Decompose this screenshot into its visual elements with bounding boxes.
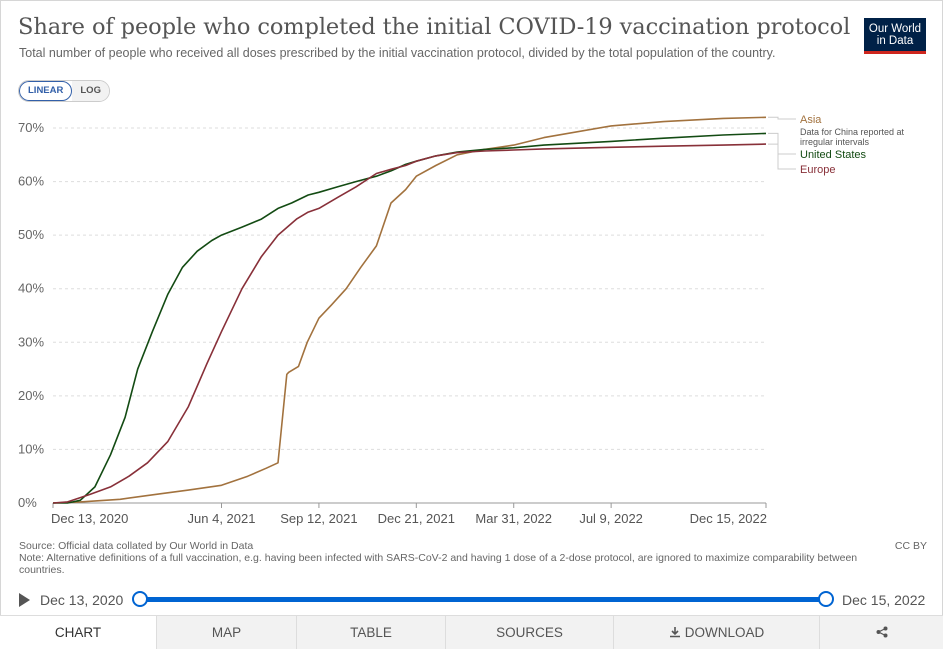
legend-connector: [768, 116, 796, 120]
line-chart: 0% 10% 20% 30% 40% 50% 60% 70% Dec 13, 2020 Jun …: [18, 114, 905, 526]
x-axis: Dec 13, 2020 Jun 4, 2021 Sep 12, 2021 Dec 2…: [51, 502, 767, 526]
legend-label: Asia: [800, 114, 822, 126]
tab-download[interactable]: DOWNLOAD: [614, 616, 820, 649]
log-scale-button[interactable]: LOG: [72, 81, 109, 101]
tab-chart[interactable]: CHART: [0, 616, 157, 649]
tab-map[interactable]: MAP: [157, 616, 297, 649]
download-icon: [669, 617, 681, 650]
x-tick-label: Jul 9, 2022: [579, 511, 643, 526]
owid-logo[interactable]: Our World in Data: [864, 18, 926, 54]
x-tick-label: Dec 13, 2020: [51, 511, 128, 526]
legend-connector: [768, 143, 796, 170]
chart-subtitle: Total number of people who received all …: [19, 46, 776, 60]
legend-label: United States: [800, 149, 867, 161]
note-text: Note: Alternative definitions of a full …: [19, 552, 858, 576]
timeline-track[interactable]: [139, 597, 826, 602]
series-line: [52, 116, 767, 504]
logo-line-2: in Data: [876, 35, 914, 47]
y-tick-label: 0%: [18, 495, 37, 510]
timeline: Dec 13, 2020 Dec 15, 2022: [0, 588, 943, 612]
share-icon: [876, 617, 888, 650]
x-tick-label: Dec 21, 2021: [378, 511, 455, 526]
y-tick-label: 10%: [18, 441, 44, 456]
y-tick-label: 20%: [18, 388, 44, 403]
y-tick-label: 60%: [18, 174, 44, 189]
series-line: [52, 143, 767, 504]
y-tick-label: 50%: [18, 227, 44, 242]
license-link[interactable]: CC BY: [894, 540, 927, 552]
y-axis-ticks: 0% 10% 20% 30% 40% 50% 60% 70%: [18, 120, 44, 510]
y-tick-label: 40%: [18, 281, 44, 296]
tab-sources[interactable]: SOURCES: [446, 616, 614, 649]
timeline-start-label: Dec 13, 2020: [40, 592, 124, 608]
x-tick-label: Jun 4, 2021: [188, 511, 256, 526]
timeline-end-label: Dec 15, 2022: [842, 592, 926, 608]
timeline-start-handle[interactable]: [132, 591, 148, 607]
y-tick-label: 70%: [18, 120, 44, 135]
play-icon[interactable]: [19, 593, 30, 607]
linear-scale-button[interactable]: LINEAR: [19, 81, 73, 101]
source-text: Source: Official data collated by Our Wo…: [19, 540, 254, 552]
share-button[interactable]: [820, 616, 943, 649]
legend-annotation: Data for China reported at: [800, 127, 905, 137]
chart-title: Share of people who completed the initia…: [18, 14, 851, 40]
tab-bar: CHART MAP TABLE SOURCES DOWNLOAD: [0, 615, 943, 649]
download-label: DOWNLOAD: [684, 625, 765, 640]
tab-table[interactable]: TABLE: [297, 616, 446, 649]
source-note: Source: Official data collated by Our Wo…: [19, 540, 899, 576]
legend-annotation: irregular intervals: [800, 137, 870, 147]
y-tick-label: 30%: [18, 334, 44, 349]
y-gridlines: [53, 127, 766, 450]
logo-accent-bar: [864, 51, 926, 54]
legend-label: Europe: [800, 164, 835, 176]
timeline-end-handle[interactable]: [818, 591, 834, 607]
scale-toggle: LINEAR LOG: [18, 80, 110, 102]
series-line: [53, 132, 767, 504]
x-tick-label: Sep 12, 2021: [280, 511, 357, 526]
logo-line-1: Our World: [868, 23, 922, 35]
x-tick-label: Mar 31, 2022: [475, 511, 552, 526]
series-lines: [52, 116, 767, 504]
x-tick-label: Dec 15, 2022: [690, 511, 767, 526]
